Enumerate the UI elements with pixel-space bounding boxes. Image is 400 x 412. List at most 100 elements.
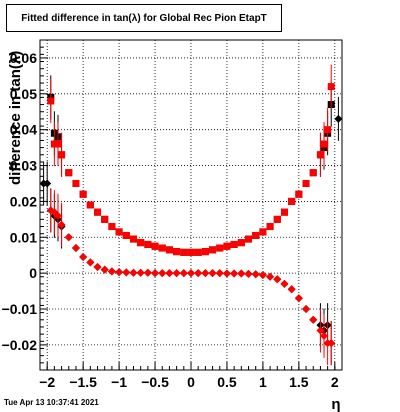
data-point-diamond [179, 269, 188, 278]
data-point-diamond [143, 268, 152, 277]
data-point-diamond [107, 267, 116, 276]
data-point-square [58, 151, 66, 159]
y-tick-label: 0.03 [10, 158, 37, 174]
y-tick-label: 0.02 [10, 193, 37, 209]
data-point-square [259, 228, 267, 236]
data-point-square [108, 223, 116, 231]
x-tick-label: −2 [39, 374, 55, 390]
x-tick-label: 1.5 [289, 374, 309, 390]
y-tick-label: 0.01 [10, 229, 37, 245]
data-point-square [122, 231, 130, 239]
data-point-square [201, 248, 209, 256]
data-point-diamond [187, 269, 195, 278]
data-point-diamond [115, 268, 124, 277]
data-point-square [86, 201, 94, 209]
data-point-square [151, 242, 159, 250]
data-point-square [327, 83, 335, 91]
y-tick-label: −0.02 [2, 337, 38, 353]
data-point-diamond [237, 269, 246, 278]
data-point-diamond [320, 331, 329, 340]
data-point-square [72, 179, 80, 187]
y-tick-labels: −0.02 −0.01 0 0.01 0.02 0.03 0.04 0.05 0.06 [2, 50, 38, 353]
data-point-square [324, 126, 332, 134]
data-point-square [65, 169, 73, 177]
y-tick-label: 0.05 [10, 86, 37, 102]
data-point-diamond [244, 269, 253, 278]
data-point-diamond [273, 275, 282, 284]
x-tick-label: −0.5 [141, 374, 169, 390]
data-point-square [237, 239, 245, 247]
data-point-square [216, 244, 224, 252]
x-tick-label: 1 [259, 374, 267, 390]
data-point-square [320, 140, 328, 148]
x-tick-labels: −2 −1.5 −1 −0.5 0 0.5 1 1.5 2 [39, 374, 339, 390]
data-point-square [50, 140, 58, 148]
data-point-diamond [294, 294, 303, 303]
data-point-square [54, 140, 62, 148]
data-point-diamond [287, 285, 296, 294]
data-point-diamond [251, 270, 260, 279]
data-point-square [280, 208, 288, 216]
data-point-square [245, 235, 253, 243]
data-point-diamond [215, 269, 224, 278]
data-point-square [165, 246, 173, 254]
data-point-square [223, 242, 231, 250]
data-point-diamond [327, 339, 336, 348]
data-point-square [230, 240, 238, 248]
data-point-diamond [93, 263, 102, 272]
data-point-diamond [57, 220, 66, 229]
data-point-diamond [129, 268, 138, 277]
data-point-square [173, 248, 181, 256]
data-point-square [144, 240, 152, 248]
data-point-diamond [222, 269, 231, 278]
data-point-diamond [158, 269, 167, 278]
data-point-diamond [172, 269, 181, 278]
data-point-diamond [266, 272, 275, 281]
data-point-diamond [165, 269, 174, 278]
data-point-diamond [43, 179, 52, 188]
data-point-square [309, 169, 317, 177]
data-point-diamond [122, 268, 131, 277]
data-point-diamond [79, 253, 88, 262]
y-tick-label: −0.01 [2, 301, 38, 317]
data-point-diamond [86, 258, 95, 267]
data-point-diamond [136, 268, 145, 277]
data-point-diamond [71, 244, 80, 253]
data-point-diamond [302, 305, 311, 314]
data-point-diamond [334, 114, 343, 123]
data-point-diamond [201, 269, 210, 278]
y-axis-title: difference in tan(λ) [7, 51, 24, 185]
data-point-square [129, 235, 137, 243]
data-point-square [94, 208, 102, 216]
data-point-square [209, 246, 217, 254]
data-point-square [295, 190, 303, 198]
data-point-square [316, 151, 324, 159]
data-point-square [137, 239, 145, 247]
data-point-square [273, 215, 281, 223]
x-tick-label: −1.5 [69, 374, 97, 390]
data-point-diamond [208, 269, 217, 278]
data-point-square [115, 228, 123, 236]
x-tick-label: −1 [111, 374, 127, 390]
data-point-square [79, 190, 87, 198]
chart-title: Fitted difference in tan(λ) for Global R… [6, 4, 282, 32]
data-point-square [288, 197, 296, 205]
data-point-square [187, 248, 195, 256]
data-point-diamond [100, 265, 109, 274]
x-tick-label: 0 [187, 374, 195, 390]
data-point-square [302, 179, 310, 187]
data-point-diamond [194, 269, 203, 278]
x-tick-label: 0.5 [217, 374, 237, 390]
x-tick-label: 2 [331, 374, 339, 390]
data-point-diamond [53, 211, 62, 220]
y-tick-label: 0 [29, 265, 37, 281]
data-point-square [252, 231, 260, 239]
y-tick-label: 0.06 [10, 50, 37, 66]
data-point-diamond [230, 269, 239, 278]
y-tick-label: 0.04 [10, 122, 37, 138]
timestamp: Tue Apr 13 10:37:41 2021 [4, 398, 99, 407]
data-point-diamond [151, 269, 160, 278]
x-axis-title: η [331, 396, 340, 412]
data-point-diamond [64, 233, 73, 242]
